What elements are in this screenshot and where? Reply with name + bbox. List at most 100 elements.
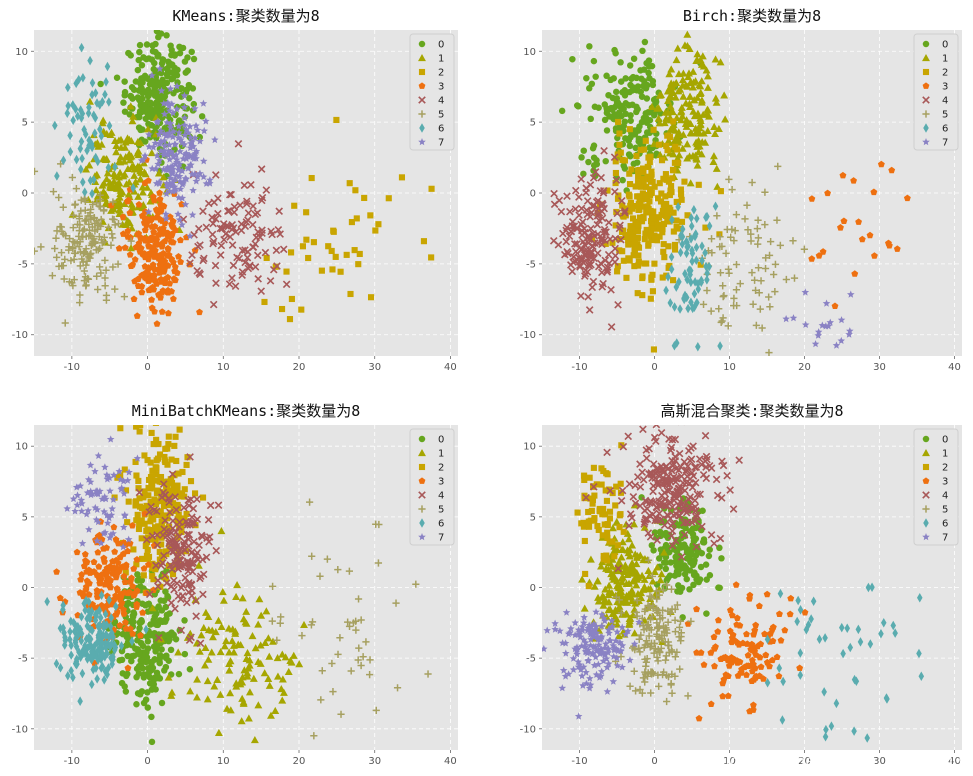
scatter-point-cluster-2 bbox=[666, 134, 673, 141]
scatter-point-cluster-0 bbox=[148, 738, 156, 746]
scatter-point-cluster-3 bbox=[103, 568, 111, 576]
scatter-point-cluster-5 bbox=[76, 299, 84, 307]
scatter-point-cluster-7 bbox=[181, 200, 190, 208]
legend-marker-6 bbox=[419, 123, 425, 133]
scatter-point-cluster-4 bbox=[717, 494, 726, 502]
scatter-point-cluster-0 bbox=[151, 656, 158, 663]
scatter-point-cluster-1 bbox=[607, 589, 616, 597]
scatter-point-cluster-2 bbox=[621, 157, 628, 164]
scatter-point-cluster-7 bbox=[124, 535, 133, 543]
scatter-point-cluster-2 bbox=[639, 176, 647, 183]
scatter-point-cluster-3 bbox=[122, 619, 129, 626]
scatter-point-cluster-2 bbox=[649, 271, 656, 278]
scatter-point-cluster-2 bbox=[635, 252, 642, 259]
scatter-point-cluster-6 bbox=[668, 264, 675, 275]
scatter-point-cluster-0 bbox=[167, 42, 174, 49]
scatter-point-cluster-0 bbox=[150, 616, 157, 624]
scatter-point-cluster-4 bbox=[191, 552, 199, 561]
legend-label: 1 bbox=[438, 449, 444, 460]
scatter-point-cluster-1 bbox=[300, 620, 308, 628]
scatter-point-cluster-7 bbox=[605, 629, 613, 637]
scatter-point-cluster-5 bbox=[655, 623, 663, 631]
scatter-point-cluster-0 bbox=[147, 106, 154, 114]
scatter-point-cluster-2 bbox=[153, 487, 161, 494]
scatter-point-cluster-4 bbox=[273, 262, 281, 270]
scatter-point-cluster-0 bbox=[153, 669, 161, 677]
scatter-point-cluster-5 bbox=[771, 260, 780, 268]
scatter-point-cluster-5 bbox=[656, 611, 664, 619]
scatter-point-cluster-2 bbox=[283, 268, 290, 275]
scatter-point-cluster-1 bbox=[662, 114, 671, 122]
scatter-point-cluster-1 bbox=[590, 582, 599, 590]
x-tick-label: 40 bbox=[948, 362, 961, 373]
scatter-point-cluster-1 bbox=[100, 155, 109, 163]
scatter-point-cluster-4 bbox=[254, 275, 262, 283]
legend-label: 5 bbox=[942, 505, 948, 516]
scatter-point-cluster-7 bbox=[814, 328, 823, 336]
scatter-point-cluster-2 bbox=[600, 505, 607, 513]
scatter-point-cluster-4 bbox=[135, 488, 144, 497]
scatter-point-cluster-4 bbox=[549, 237, 558, 245]
scatter-point-cluster-2 bbox=[146, 536, 153, 543]
scatter-point-cluster-1 bbox=[625, 620, 634, 628]
scatter-point-cluster-1 bbox=[236, 641, 245, 649]
scatter-point-cluster-0 bbox=[121, 92, 128, 99]
scatter-point-cluster-5 bbox=[109, 234, 117, 242]
scatter-point-cluster-2 bbox=[674, 198, 682, 206]
scatter-point-cluster-6 bbox=[669, 215, 675, 225]
scatter-point-cluster-5 bbox=[82, 281, 90, 289]
scatter-point-cluster-3 bbox=[150, 286, 158, 293]
scatter-point-cluster-0 bbox=[634, 106, 641, 113]
scatter-point-cluster-5 bbox=[107, 241, 115, 249]
scatter-point-cluster-0 bbox=[622, 135, 629, 142]
scatter-point-cluster-7 bbox=[603, 687, 612, 695]
scatter-point-cluster-4 bbox=[199, 570, 208, 579]
scatter-point-cluster-2 bbox=[585, 583, 592, 590]
scatter-point-cluster-3 bbox=[147, 216, 154, 224]
scatter-point-cluster-4 bbox=[590, 201, 598, 210]
scatter-point-cluster-0 bbox=[156, 652, 164, 659]
scatter-point-cluster-3 bbox=[720, 654, 727, 661]
scatter-point-cluster-2 bbox=[612, 502, 619, 509]
scatter-point-cluster-6 bbox=[111, 640, 118, 650]
scatter-point-cluster-7 bbox=[105, 474, 114, 482]
scatter-point-cluster-5 bbox=[676, 665, 684, 673]
scatter-point-cluster-2 bbox=[631, 263, 638, 270]
scatter-point-cluster-1 bbox=[721, 115, 730, 123]
scatter-point-cluster-1 bbox=[653, 104, 662, 112]
scatter-point-cluster-2 bbox=[648, 221, 655, 228]
x-tick-label: 0 bbox=[651, 362, 657, 373]
scatter-point-cluster-0 bbox=[613, 95, 621, 102]
scatter-point-cluster-1 bbox=[605, 581, 614, 589]
scatter-point-cluster-5 bbox=[60, 275, 68, 283]
scatter-point-cluster-2 bbox=[367, 212, 374, 219]
legend-marker-1 bbox=[922, 449, 930, 457]
scatter-point-cluster-6 bbox=[53, 658, 60, 669]
x-tick-label: 30 bbox=[873, 362, 886, 373]
scatter-point-cluster-4 bbox=[687, 444, 695, 452]
scatter-point-cluster-2 bbox=[574, 509, 581, 516]
scatter-point-cluster-4 bbox=[197, 531, 206, 540]
scatter-point-cluster-6 bbox=[92, 113, 99, 123]
scatter-point-cluster-6 bbox=[81, 598, 88, 609]
scatter-point-cluster-6 bbox=[704, 275, 710, 285]
scatter-point-cluster-0 bbox=[583, 74, 590, 82]
scatter-point-cluster-1 bbox=[667, 65, 676, 73]
scatter-point-cluster-7 bbox=[178, 180, 187, 188]
scatter-point-cluster-1 bbox=[238, 594, 247, 602]
scatter-point-cluster-2 bbox=[695, 181, 702, 188]
scatter-point-cluster-7 bbox=[789, 314, 798, 322]
scatter-point-cluster-1 bbox=[612, 615, 621, 623]
scatter-point-cluster-6 bbox=[691, 205, 697, 215]
scatter-point-cluster-6 bbox=[60, 155, 67, 165]
scatter-point-cluster-4 bbox=[167, 599, 176, 607]
scatter-point-cluster-5 bbox=[323, 555, 331, 563]
scatter-point-cluster-3 bbox=[158, 242, 166, 250]
scatter-point-cluster-4 bbox=[649, 460, 658, 468]
scatter-point-cluster-0 bbox=[138, 108, 145, 116]
scatter-point-cluster-4 bbox=[253, 251, 262, 260]
scatter-point-cluster-5 bbox=[671, 616, 679, 624]
scatter-point-cluster-4 bbox=[729, 505, 738, 513]
scatter-point-cluster-2 bbox=[673, 217, 680, 224]
